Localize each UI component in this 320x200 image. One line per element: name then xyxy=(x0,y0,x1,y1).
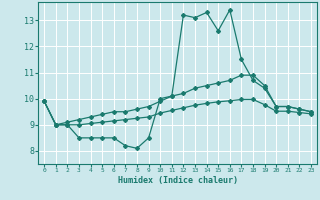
X-axis label: Humidex (Indice chaleur): Humidex (Indice chaleur) xyxy=(118,176,238,185)
